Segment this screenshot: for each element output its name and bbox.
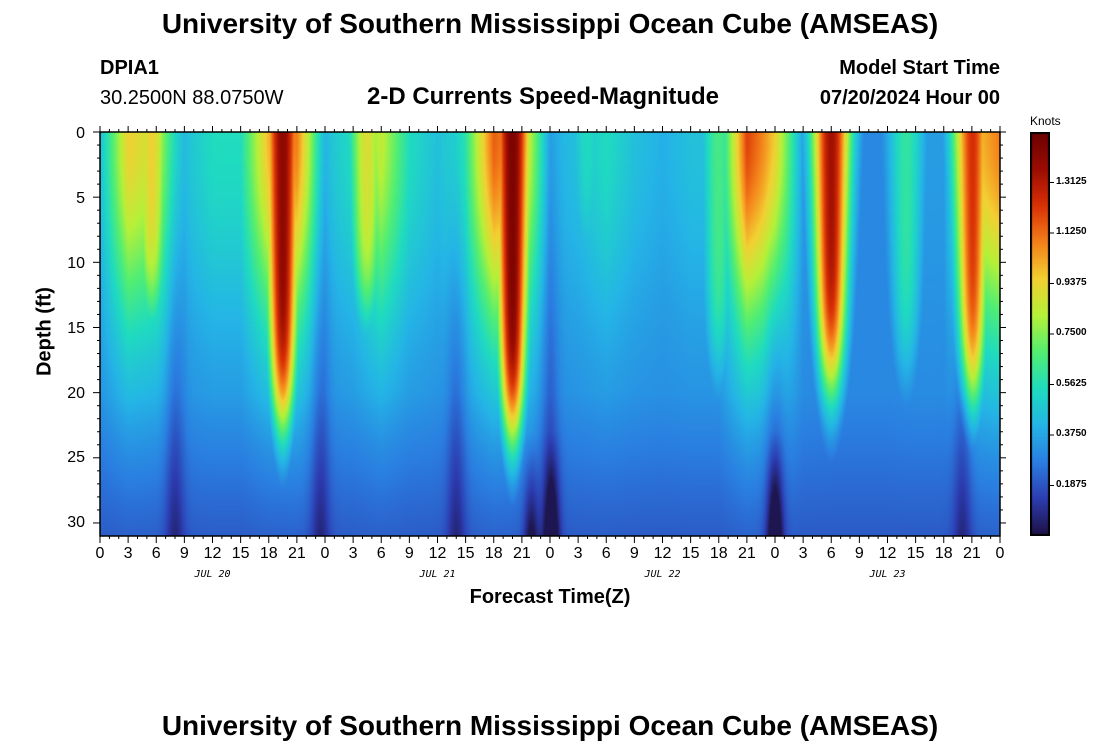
x-tick-label: 0	[995, 545, 1005, 562]
x-tick-label: 3	[348, 545, 358, 562]
date-label: JUL 21	[419, 569, 456, 580]
x-tick-label: 9	[179, 545, 189, 562]
x-tick-label: 12	[653, 545, 672, 562]
heatmap-plot	[100, 132, 1000, 536]
x-tick-label: 21	[287, 545, 306, 562]
x-tick-label: 12	[428, 545, 447, 562]
colorbar-tick-label: 0.7500	[1056, 327, 1087, 338]
x-tick-label: 15	[681, 545, 700, 562]
x-axis-label: Forecast Time(Z)	[469, 586, 631, 608]
x-tick-label: 6	[601, 545, 611, 562]
station-coords: 30.2500N 88.0750W	[100, 87, 284, 109]
date-label: JUL 20	[194, 569, 231, 580]
x-tick-label: 0	[770, 545, 780, 562]
x-tick-label: 3	[573, 545, 583, 562]
colorbar-tick-label: 0.5625	[1056, 377, 1087, 389]
x-tick-label: 18	[484, 545, 503, 562]
y-tick-label: 15	[67, 320, 85, 337]
colorbar-tick-label: 1.3125	[1056, 175, 1087, 187]
x-tick-label: 9	[404, 545, 414, 562]
colorbar	[1030, 132, 1050, 536]
colorbar-tick-label: 1.1250	[1056, 226, 1087, 237]
x-tick-label: 3	[123, 545, 133, 562]
colorbar-unit: Knots	[1030, 114, 1061, 128]
y-tick-label: 25	[67, 449, 85, 466]
y-tick-label: 0	[76, 125, 85, 142]
chart-title: 2-D Currents Speed-Magnitude	[367, 83, 720, 110]
colorbar-tick-label: 0.9375	[1056, 276, 1087, 288]
x-tick-label: 18	[934, 545, 953, 562]
x-tick-label: 12	[203, 545, 222, 562]
x-tick-label: 21	[962, 545, 981, 562]
date-label: JUL 22	[644, 569, 681, 580]
x-tick-label: 0	[545, 545, 555, 562]
top-title: University of Southern Mississippi Ocean…	[161, 8, 939, 39]
x-tick-label: 12	[878, 545, 897, 562]
date-label: JUL 23	[869, 569, 906, 580]
y-tick-label: 30	[67, 514, 85, 531]
colorbar-tick-label: 0.3750	[1056, 428, 1087, 439]
x-tick-label: 15	[456, 545, 475, 562]
x-tick-label: 6	[376, 545, 386, 562]
station-name: DPIA1	[100, 57, 159, 79]
x-tick-label: 0	[95, 545, 105, 562]
x-tick-label: 15	[906, 545, 925, 562]
x-tick-label: 6	[151, 545, 161, 562]
x-tick-label: 21	[737, 545, 756, 562]
x-tick-label: 9	[854, 545, 864, 562]
x-tick-label: 0	[320, 545, 330, 562]
bottom-title: University of Southern Mississippi Ocean…	[161, 710, 939, 741]
x-tick-label: 15	[231, 545, 250, 562]
x-tick-label: 6	[826, 545, 836, 562]
colorbar-tick-label: 0.1875	[1056, 478, 1087, 490]
x-tick-label: 9	[629, 545, 639, 562]
y-axis-label: Depth (ft)	[33, 287, 56, 376]
x-tick-label: 3	[798, 545, 808, 562]
y-tick-label: 20	[67, 385, 85, 402]
y-tick-label: 5	[76, 190, 85, 207]
x-tick-label: 21	[512, 545, 531, 562]
model-start-label: Model Start Time	[839, 57, 1000, 79]
x-tick-label: 18	[259, 545, 278, 562]
y-tick-label: 10	[67, 255, 85, 272]
x-tick-label: 18	[709, 545, 728, 562]
model-start-time: 07/20/2024 Hour 00	[819, 87, 1000, 109]
